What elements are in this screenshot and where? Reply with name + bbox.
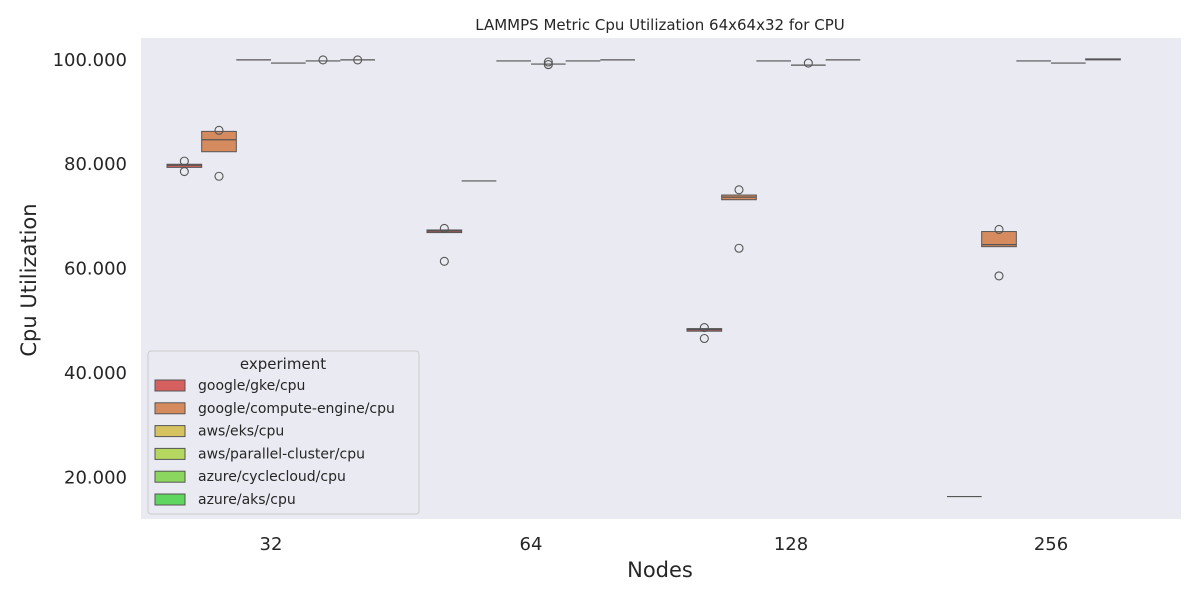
box-256 (981, 224, 1017, 281)
outlier-point (543, 60, 553, 70)
box-128 (791, 58, 826, 68)
legend: experiment google/gke/cpu google/compute-… (147, 350, 420, 515)
boxes-layer (166, 55, 1121, 498)
box-128 (686, 322, 723, 344)
legend-label: google/gke/cpu (198, 378, 305, 394)
legend-swatch (154, 470, 186, 483)
legend-swatch (154, 402, 186, 415)
legend-label: azure/cyclecloud/cpu (198, 469, 346, 485)
legend-title: experiment (240, 355, 326, 373)
legend-swatch (154, 425, 186, 438)
x-tick-label: 128 (774, 534, 808, 555)
outlier-point (439, 256, 449, 266)
y-tick-label: 80.000 (64, 154, 127, 175)
box-body (201, 130, 237, 153)
outlier-point (439, 223, 449, 233)
box-32 (201, 125, 237, 181)
outlier-point (318, 55, 328, 65)
box-128 (721, 185, 757, 253)
legend-label: aws/parallel-cluster/cpu (198, 446, 365, 462)
y-ticks: 20.000 40.000 60.000 80.000 100.000 (53, 50, 127, 488)
outlier-point (214, 171, 224, 181)
legend-swatch (154, 493, 186, 506)
y-axis-label: Cpu Utilization (17, 203, 41, 356)
y-tick-label: 60.000 (64, 259, 127, 280)
y-tick-label: 100.000 (53, 50, 127, 71)
outlier-point (179, 156, 189, 166)
legend-swatch (154, 447, 186, 460)
outlier-point (994, 271, 1004, 281)
box-32 (340, 55, 375, 65)
box-256 (1085, 58, 1121, 61)
legend-label: google/compute-engine/cpu (198, 401, 395, 417)
legend-swatch (154, 379, 186, 392)
y-tick-label: 40.000 (64, 363, 127, 384)
outlier-point (699, 322, 709, 333)
outlier-point (699, 333, 709, 344)
box-32 (305, 55, 341, 65)
x-axis-label: Nodes (627, 558, 693, 582)
x-tick-label: 256 (1034, 534, 1068, 555)
outlier-point (353, 55, 363, 65)
outlier-point (994, 224, 1004, 235)
outlier-point (179, 167, 189, 177)
box-64 (426, 223, 463, 266)
legend-frame (147, 350, 420, 515)
x-tick-label: 64 (520, 534, 543, 555)
legend-items: google/gke/cpu google/compute-engine/cpu a… (154, 378, 395, 508)
legend-label: aws/eks/cpu (198, 424, 284, 440)
chart-title: LAMMPS Metric Cpu Utilization 64x64x32 f… (475, 16, 844, 34)
outlier-point (543, 57, 553, 67)
outlier-point (734, 185, 744, 195)
outlier-point (803, 58, 813, 68)
box-32 (166, 156, 203, 177)
box-body (981, 231, 1017, 248)
outlier-point (734, 243, 744, 253)
x-ticks: 32 64 128 256 (260, 534, 1069, 555)
legend-label: azure/aks/cpu (198, 492, 296, 508)
x-tick-label: 32 (260, 534, 283, 555)
box-64 (531, 57, 566, 70)
outlier-point (214, 125, 224, 135)
y-tick-label: 20.000 (64, 467, 127, 488)
